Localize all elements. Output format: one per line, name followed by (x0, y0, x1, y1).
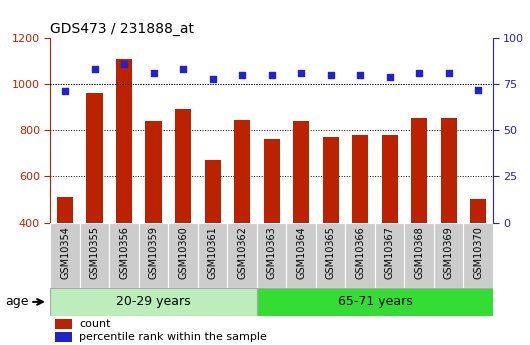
Point (297, 70, 305, 76)
Point (120, 61, 128, 67)
Text: GSM10370: GSM10370 (473, 226, 483, 279)
Point (208, 76, 217, 81)
FancyBboxPatch shape (169, 223, 198, 288)
Text: GSM10364: GSM10364 (296, 226, 306, 278)
Text: GSM10368: GSM10368 (414, 226, 424, 278)
Bar (257, 288, 493, 316)
Point (149, 70, 158, 76)
Point (474, 87, 482, 92)
Point (385, 74, 394, 79)
Bar (263, 139, 280, 223)
Text: percentile rank within the sample: percentile rank within the sample (79, 332, 267, 342)
Text: GSM10361: GSM10361 (208, 226, 218, 278)
FancyBboxPatch shape (227, 223, 257, 288)
Text: GSM10366: GSM10366 (355, 226, 365, 278)
Bar (323, 137, 339, 223)
Text: GSM10354: GSM10354 (60, 226, 70, 279)
FancyBboxPatch shape (80, 223, 109, 288)
Text: GSM10360: GSM10360 (178, 226, 188, 278)
Point (267, 72, 276, 78)
Bar (293, 121, 309, 223)
Text: GSM10362: GSM10362 (237, 226, 247, 279)
Point (238, 72, 246, 78)
FancyBboxPatch shape (404, 223, 434, 288)
FancyBboxPatch shape (198, 223, 227, 288)
Text: GDS473 / 231888_at: GDS473 / 231888_at (50, 21, 195, 36)
Text: GSM10367: GSM10367 (385, 226, 395, 279)
Text: count: count (79, 319, 111, 329)
FancyBboxPatch shape (50, 223, 80, 288)
FancyBboxPatch shape (346, 223, 375, 288)
Bar (146, 121, 162, 223)
Text: GSM10356: GSM10356 (119, 226, 129, 279)
Point (61, 89, 69, 94)
Bar (440, 118, 457, 223)
FancyBboxPatch shape (463, 223, 493, 288)
Bar (352, 135, 368, 223)
Text: GSM10369: GSM10369 (444, 226, 454, 278)
Text: GSM10365: GSM10365 (325, 226, 335, 279)
FancyBboxPatch shape (434, 223, 463, 288)
Point (415, 70, 423, 76)
FancyBboxPatch shape (286, 223, 316, 288)
FancyBboxPatch shape (316, 223, 346, 288)
Point (444, 70, 453, 76)
FancyBboxPatch shape (375, 223, 404, 288)
Bar (470, 199, 486, 223)
Text: 20-29 years: 20-29 years (116, 295, 191, 308)
Text: GSM10355: GSM10355 (90, 226, 100, 279)
Bar (205, 160, 220, 223)
Bar (86, 93, 103, 223)
FancyBboxPatch shape (139, 223, 169, 288)
FancyBboxPatch shape (257, 223, 286, 288)
Text: GSM10363: GSM10363 (267, 226, 277, 278)
Bar (175, 109, 191, 223)
Text: GSM10359: GSM10359 (148, 226, 158, 279)
FancyBboxPatch shape (109, 223, 139, 288)
Text: age: age (5, 295, 29, 308)
Bar (55, 332, 73, 342)
Bar (116, 59, 132, 223)
Point (356, 72, 365, 78)
Bar (411, 118, 427, 223)
Bar (55, 319, 73, 329)
Bar (382, 135, 398, 223)
Bar (50, 288, 257, 316)
Point (90, 67, 99, 72)
Text: 65-71 years: 65-71 years (338, 295, 412, 308)
Point (326, 72, 335, 78)
Bar (234, 120, 250, 223)
Point (179, 67, 188, 72)
Bar (57, 197, 73, 223)
